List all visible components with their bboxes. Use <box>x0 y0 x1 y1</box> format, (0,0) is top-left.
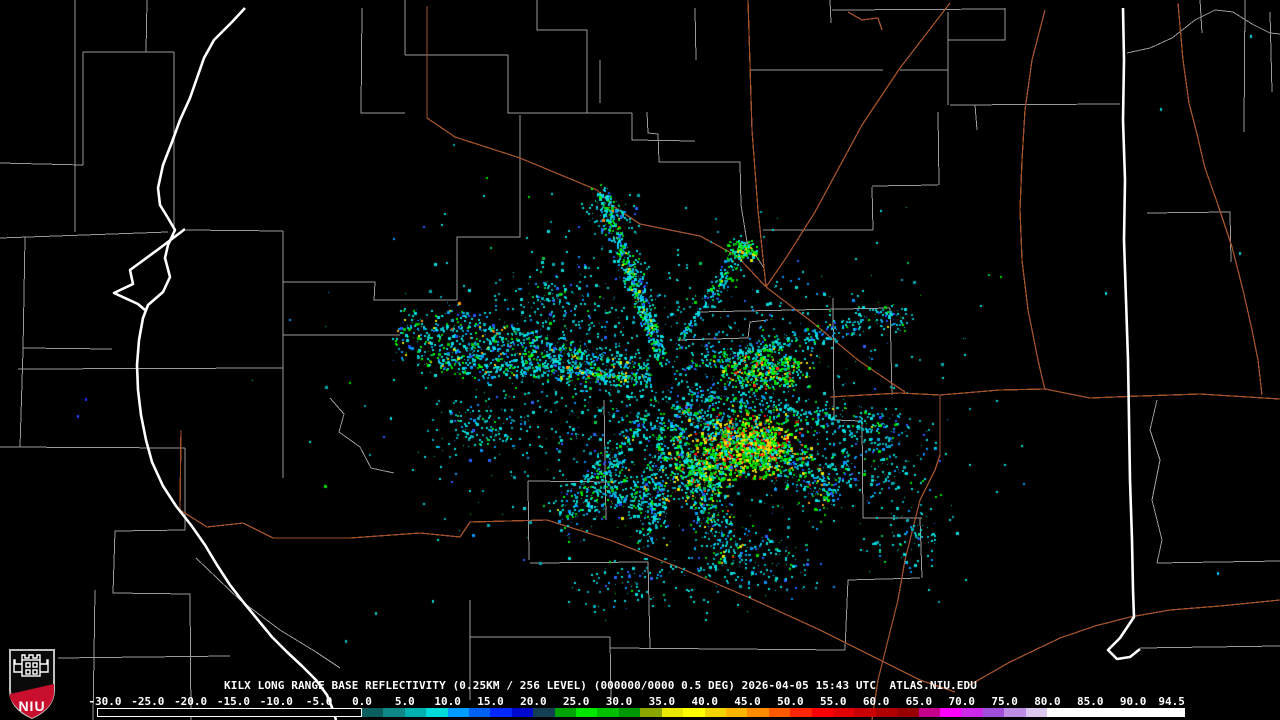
colorbar-segment <box>832 708 855 717</box>
colorbar-segment <box>640 708 662 717</box>
colorbar-segment <box>939 708 962 717</box>
scale-tick-label: -20.0 <box>174 695 208 708</box>
scale-tick-label: 35.0 <box>648 695 676 708</box>
scale-tick-label: 0.0 <box>352 695 372 708</box>
colorbar-segment <box>447 708 470 717</box>
scale-tick-label: 65.0 <box>905 695 933 708</box>
scale-tick-label: 5.0 <box>394 695 415 708</box>
colorbar-segment <box>597 708 619 717</box>
product-title: KILX LONG RANGE BASE REFLECTIVITY (0.25K… <box>224 679 977 692</box>
scale-tick-label: -15.0 <box>216 695 251 708</box>
colorbar-segment <box>790 708 812 717</box>
colorbar-segment <box>725 708 748 717</box>
colorbar-segment <box>704 708 726 717</box>
colorbar-segment <box>1025 708 1047 717</box>
scale-tick-label: 60.0 <box>862 695 890 708</box>
colorbar-segment-below-zero <box>97 708 362 717</box>
scale-tick-label: 20.0 <box>520 695 547 708</box>
niu-logo-text: NIU <box>18 698 45 714</box>
scale-tick-label: 70.0 <box>948 695 976 708</box>
scale-tick-label: 50.0 <box>777 695 804 708</box>
scale-tick-label: 90.0 <box>1119 695 1147 708</box>
colorbar-segment <box>362 708 384 717</box>
colorbar-segment <box>683 708 705 717</box>
scale-tick-label: -5.0 <box>305 695 333 708</box>
colorbar-segment <box>383 708 405 717</box>
scale-tick-label: -30.0 <box>88 695 122 708</box>
scale-tick-label: 75.0 <box>991 695 1018 708</box>
colorbar-segment <box>554 708 577 717</box>
scale-tick-label: 80.0 <box>1034 695 1061 708</box>
colorbar-segment <box>576 708 598 717</box>
colorbar-segment <box>811 708 833 717</box>
scale-tick-label: -10.0 <box>259 695 293 708</box>
colorbar-segment <box>961 708 983 717</box>
colorbar-segment <box>533 708 555 717</box>
colorbar-segment <box>618 708 641 717</box>
reflectivity-colorbar <box>97 708 1185 717</box>
scale-tick-label: 25.0 <box>562 695 590 708</box>
colorbar-segment <box>897 708 919 717</box>
colorbar-segment <box>854 708 876 717</box>
scale-tick-label: 94.5 <box>1158 695 1185 708</box>
colorbar-segment <box>661 708 684 717</box>
scale-tick-label: 10.0 <box>434 695 461 708</box>
niu-castle-icon <box>13 654 49 677</box>
colorbar-segment <box>1004 708 1026 717</box>
scale-tick-label: 55.0 <box>819 695 847 708</box>
scale-tick-label: 40.0 <box>691 695 718 708</box>
colorbar-segment <box>982 708 1005 717</box>
colorbar-segment-white-tail <box>1047 708 1185 717</box>
reflectivity-scale-labels: -30.0 -25.0 -20.0 -15.0 -10.0 -5.0 0.0 5.0 10.0 1… <box>0 695 1280 708</box>
colorbar-segment <box>768 708 791 717</box>
colorbar-segment <box>918 708 940 717</box>
colorbar-segment <box>875 708 898 717</box>
niu-logo: NIU <box>9 649 55 720</box>
scale-tick-label: -25.0 <box>131 695 165 708</box>
colorbar-segment <box>511 708 534 717</box>
scale-tick-label: 15.0 <box>477 695 504 708</box>
colorbar-segment <box>469 708 491 717</box>
scale-tick-label: 45.0 <box>734 695 761 708</box>
colorbar-segment <box>404 708 427 717</box>
scale-tick-label: 85.0 <box>1077 695 1104 708</box>
scale-tick-label: 30.0 <box>605 695 633 708</box>
niu-red-band <box>10 684 54 718</box>
colorbar-segment <box>426 708 448 717</box>
colorbar-segment <box>490 708 512 717</box>
colorbar-segment <box>747 708 769 717</box>
